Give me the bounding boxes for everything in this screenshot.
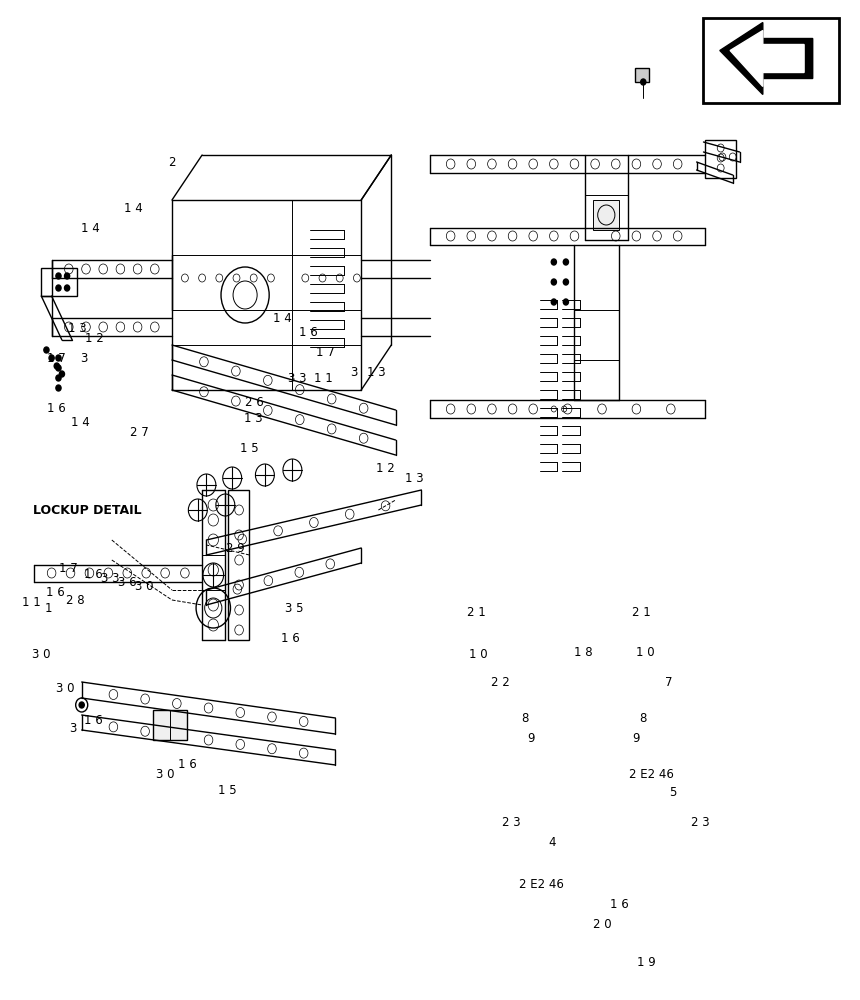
Text: 1 7: 1 7 (316, 346, 335, 359)
Text: 1 0: 1 0 (636, 646, 654, 658)
Text: 3 6: 3 6 (118, 576, 137, 588)
Text: 2 6: 2 6 (245, 395, 264, 408)
Text: 1 2: 1 2 (376, 462, 395, 475)
Text: 1 8: 1 8 (574, 646, 593, 658)
Text: 2 3: 2 3 (691, 816, 710, 828)
Circle shape (56, 285, 61, 291)
Circle shape (641, 79, 646, 85)
Text: 1 3: 1 3 (405, 472, 424, 485)
Text: 1 1: 1 1 (22, 595, 40, 608)
Circle shape (64, 285, 70, 291)
Text: LOCKUP DETAIL: LOCKUP DETAIL (33, 504, 141, 516)
Text: 2 9: 2 9 (226, 542, 245, 554)
Circle shape (79, 702, 84, 708)
Polygon shape (593, 200, 619, 230)
Text: 1 7: 1 7 (47, 352, 66, 364)
Text: 8: 8 (640, 712, 647, 724)
Text: 1 4: 1 4 (81, 222, 100, 234)
Text: 1 4: 1 4 (71, 416, 90, 428)
Text: 1 6: 1 6 (178, 758, 197, 772)
Text: 3 0: 3 0 (32, 648, 51, 662)
Text: 1 6: 1 6 (610, 898, 629, 912)
Circle shape (56, 365, 61, 371)
Text: 1: 1 (45, 601, 52, 614)
Text: 3: 3 (81, 352, 88, 364)
Circle shape (56, 385, 61, 391)
Text: 3 5: 3 5 (285, 601, 304, 614)
Text: 2 8: 2 8 (66, 593, 85, 606)
Text: 1 5: 1 5 (218, 784, 237, 796)
Text: 2 E2 46: 2 E2 46 (519, 879, 564, 892)
Circle shape (56, 375, 61, 381)
Text: 2 3: 2 3 (501, 816, 520, 828)
Text: 1 4: 1 4 (124, 202, 143, 215)
Text: 2 0: 2 0 (593, 918, 611, 932)
Text: 8: 8 (521, 712, 528, 724)
Text: 3 3: 3 3 (288, 371, 307, 384)
Circle shape (56, 273, 61, 279)
Text: 1 6: 1 6 (46, 585, 64, 598)
Text: 4: 4 (549, 836, 556, 848)
Text: 3 0: 3 0 (135, 580, 154, 592)
Text: 1 6: 1 6 (298, 326, 317, 338)
Text: 1 6: 1 6 (83, 568, 102, 580)
Text: 1 7: 1 7 (59, 562, 78, 574)
Circle shape (551, 279, 556, 285)
Circle shape (56, 355, 61, 361)
Circle shape (44, 347, 49, 353)
Circle shape (49, 355, 54, 361)
Text: 5: 5 (669, 786, 676, 798)
Circle shape (64, 273, 70, 279)
Circle shape (59, 371, 64, 377)
Text: 2 7: 2 7 (130, 426, 149, 438)
Text: 2 2: 2 2 (491, 676, 510, 688)
Text: 1 2: 1 2 (85, 332, 104, 344)
Text: 2 1: 2 1 (467, 605, 486, 618)
Text: 1 1: 1 1 (314, 371, 333, 384)
Circle shape (563, 279, 568, 285)
Text: 1 5: 1 5 (240, 442, 259, 454)
Text: 1 6: 1 6 (83, 714, 102, 726)
Text: 1 3: 1 3 (68, 322, 87, 334)
Text: 1 3: 1 3 (367, 365, 386, 378)
Text: 3: 3 (70, 722, 77, 734)
Text: 1 0: 1 0 (469, 648, 488, 662)
Text: 1 4: 1 4 (273, 312, 292, 324)
Circle shape (551, 299, 556, 305)
Text: 3 3: 3 3 (101, 572, 120, 584)
Text: 2 1: 2 1 (632, 605, 651, 618)
Text: 3 0: 3 0 (56, 682, 75, 694)
Text: 9: 9 (633, 732, 640, 744)
Text: 3: 3 (351, 365, 358, 378)
Text: 1 6: 1 6 (281, 632, 300, 645)
Polygon shape (730, 30, 804, 87)
Text: 1 6: 1 6 (47, 401, 66, 414)
Circle shape (551, 259, 556, 265)
Circle shape (54, 363, 59, 369)
Text: 3 0: 3 0 (156, 768, 175, 782)
Text: 2: 2 (169, 155, 175, 168)
Polygon shape (635, 68, 649, 82)
Polygon shape (720, 22, 813, 95)
Text: 1 3: 1 3 (243, 412, 262, 424)
Text: 1 9: 1 9 (637, 956, 656, 968)
Text: 2 E2 46: 2 E2 46 (630, 768, 674, 782)
Circle shape (563, 299, 568, 305)
Text: 9: 9 (528, 732, 535, 744)
Circle shape (563, 259, 568, 265)
Text: 7: 7 (666, 676, 673, 688)
Bar (703, 18, 839, 103)
Polygon shape (153, 710, 187, 740)
